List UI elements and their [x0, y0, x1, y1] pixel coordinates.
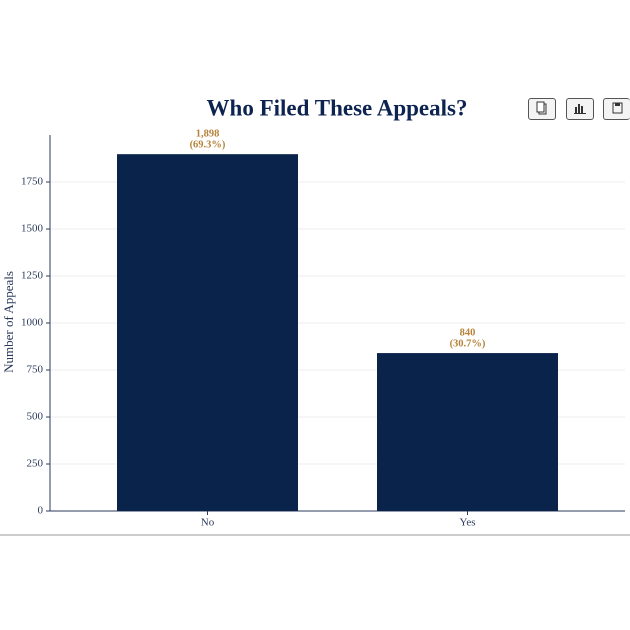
chart-title: Who Filed These Appeals? — [207, 95, 468, 120]
copy-button[interactable] — [528, 98, 556, 120]
bar — [377, 353, 558, 511]
y-tick-label: 750 — [27, 364, 44, 376]
value-label: 840 — [460, 327, 476, 338]
x-tick-label: Yes — [459, 517, 475, 529]
share-label: (69.3%) — [190, 140, 226, 151]
y-axis-title: Number of Appeals — [1, 271, 16, 373]
y-tick-label: 1000 — [21, 317, 44, 329]
y-tick-label: 1750 — [21, 176, 44, 188]
y-tick-label: 500 — [27, 411, 44, 423]
copy-icon — [536, 101, 547, 115]
chart-icon — [574, 104, 586, 114]
bar — [117, 154, 298, 511]
save-icon — [612, 102, 623, 114]
x-tick-label: No — [201, 517, 215, 529]
value-label: 1,898 — [196, 129, 220, 140]
share-label: (30.7%) — [450, 338, 486, 349]
y-tick-label: 0 — [38, 505, 44, 517]
chart-button[interactable] — [566, 98, 594, 120]
y-tick-label: 1250 — [21, 270, 44, 282]
y-tick-label: 1500 — [21, 223, 44, 235]
y-tick-label: 250 — [27, 458, 44, 470]
save-button[interactable] — [603, 98, 630, 120]
